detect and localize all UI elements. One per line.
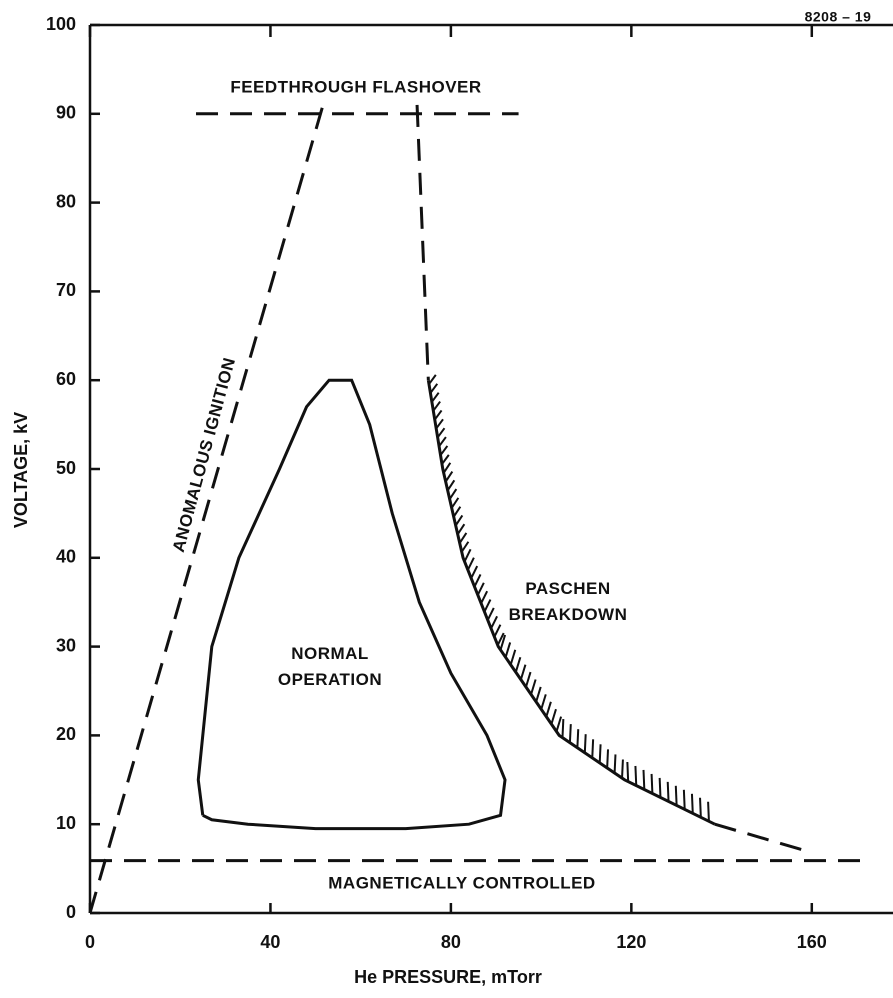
curve-label: MAGNETICALLY CONTROLLED [328,873,595,892]
figure-number: 8208 – 19 [805,9,872,25]
hatch [441,454,450,465]
curve-label: FEEDTHROUGH FLASHOVER [230,77,481,96]
curve-label: PASCHEN BREAKDOWN [509,579,628,624]
x-tick-label: 160 [797,932,827,952]
hatch [438,436,447,447]
y-tick-label: 0 [66,902,76,922]
hatch [433,409,443,421]
hatch [439,445,449,456]
label-line: BREAKDOWN [509,605,628,624]
label-line: OPERATION [278,670,382,689]
curve-segment [415,104,430,381]
hatch [626,761,630,782]
hatch [690,793,694,814]
hatch [674,785,678,806]
hatch [463,548,472,562]
x-axis-label: He PRESSURE, mTorr [354,967,542,987]
hatch [493,624,502,638]
hatch [454,514,464,527]
hatch [452,506,462,518]
hatch [458,532,468,544]
hatch [431,392,440,403]
hatch [642,769,646,790]
hatch [568,724,572,743]
hatch [540,694,547,710]
hatch [598,744,602,763]
hatch [550,708,557,725]
hatch [682,789,686,810]
y-tick-label: 80 [56,191,76,211]
hatch [555,716,563,732]
y-tick-label: 40 [56,547,76,567]
hatch [460,541,470,553]
hatch [436,427,446,439]
hatch [530,679,537,695]
curve-segment [426,379,716,826]
hatch [486,607,495,621]
hatch [591,739,595,758]
hatch [470,565,479,579]
hatch [606,749,610,769]
x-tick-label: 0 [85,932,95,952]
label-line: NORMAL [291,644,369,663]
hatch [525,671,532,688]
hatch [448,488,458,500]
hatch [666,781,670,802]
y-tick-label: 20 [56,724,76,744]
hatch [480,590,489,604]
hatch [634,765,638,786]
hatch [576,729,580,748]
hatch [561,719,565,738]
curve-label: NORMAL OPERATION [278,644,382,689]
hatch [466,557,475,571]
hatch [496,632,505,646]
y-tick-label: 50 [56,458,76,478]
x-tick-label: 80 [441,932,461,952]
hatch [519,664,527,680]
hatch [658,777,662,798]
y-tick-label: 90 [56,103,76,123]
curve [88,99,327,914]
hatch [509,649,517,666]
hatch [444,471,454,483]
curve-segment [714,822,807,853]
hatch [429,383,439,394]
hatch [483,599,492,613]
hatch [583,734,587,753]
y-tick-label: 60 [56,369,76,389]
hatch [442,462,452,474]
y-axis-label: VOLTAGE, kV [11,412,31,528]
hatch [446,479,456,491]
y-tick-label: 100 [46,14,76,34]
curve [196,378,507,831]
hatch [699,797,702,818]
hatch [514,656,522,673]
hatch [435,418,444,430]
hatch [707,801,710,822]
hatch [613,754,617,774]
x-tick-label: 120 [616,932,646,952]
hatch [432,400,441,412]
hatch [499,634,507,651]
curve-label: ANOMALOUS IGNITION [169,355,239,554]
hatch [504,642,512,658]
y-tick-label: 70 [56,280,76,300]
hatch [450,497,460,509]
hatch [535,686,542,703]
hatch [473,574,482,588]
hatch [428,374,437,385]
y-tick-label: 10 [56,813,76,833]
hatch [545,701,552,717]
hatch [490,615,498,629]
curve [417,105,806,851]
hatch [621,759,624,779]
label-line: PASCHEN [525,579,610,598]
hatch [476,582,485,596]
hatch [456,523,466,535]
y-tick-label: 30 [56,635,76,655]
hatch [650,773,654,794]
x-tick-label: 40 [260,932,280,952]
